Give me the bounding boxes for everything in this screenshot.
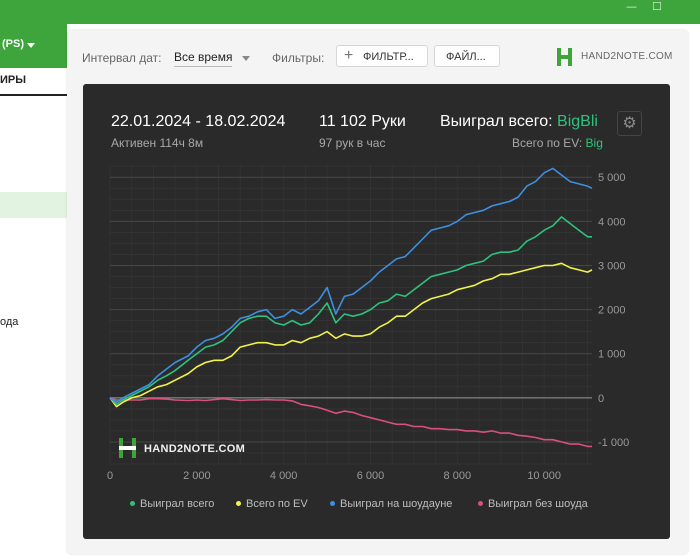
- file-button[interactable]: ФАЙЛ...: [434, 45, 500, 67]
- winnings-chart: 5 000 4 000 3 000 2 000 1 000 0 -1 000 0 2 000 4 …: [107, 164, 629, 482]
- legend-item-nonshowdown[interactable]: Выиграл без шоуда: [478, 498, 588, 510]
- sidebar-item-selected[interactable]: [0, 192, 67, 218]
- legend-dot: [478, 500, 483, 506]
- sidebar: (PS) ИРЫ ода: [0, 24, 67, 558]
- interval-label: Интервал дат:: [82, 51, 162, 65]
- x-tick-label: 10 000: [527, 470, 561, 482]
- legend-item-won[interactable]: Выиграл всего: [130, 498, 214, 510]
- y-tick-label: 1 000: [598, 349, 626, 361]
- room-selector[interactable]: (PS): [0, 24, 67, 68]
- sidebar-item-label[interactable]: ода: [0, 316, 19, 328]
- sidebar-tab[interactable]: ИРЫ: [0, 68, 67, 96]
- ev-value: Big: [585, 136, 603, 150]
- watermark-text: HAND2NOTE.COM: [144, 443, 246, 455]
- legend-label: Выиграл на шоудауне: [340, 498, 453, 510]
- sidebar-tab-label: ИРЫ: [0, 74, 27, 86]
- y-tick-label: 5 000: [598, 172, 626, 184]
- window-titlebar: [0, 0, 700, 24]
- x-tick-label: 4 000: [270, 470, 298, 482]
- won-value: BigBli: [557, 113, 598, 130]
- legend-dot: [130, 500, 135, 506]
- legend-label: Выиграл без шоуда: [488, 498, 588, 510]
- filter-button[interactable]: + ФИЛЬТР...: [336, 45, 428, 67]
- brand-logo: HAND2NOTE.COM: [555, 46, 672, 68]
- file-button-label: ФАЙЛ...: [446, 51, 486, 63]
- h2n-logo-icon: [557, 48, 572, 66]
- y-tick-label: 4 000: [598, 216, 626, 228]
- brand-text: HAND2NOTE.COM: [581, 51, 673, 62]
- x-tick-label: 0: [107, 470, 113, 482]
- legend-item-ev[interactable]: Всего по EV: [236, 498, 308, 510]
- filters-label: Фильтры:: [272, 51, 325, 65]
- series-line-ev: [109, 262, 593, 408]
- chevron-down-icon[interactable]: [242, 56, 250, 61]
- hands-rate: 97 рук в час: [319, 136, 386, 150]
- legend-dot: [330, 500, 335, 506]
- legend-item-showdown[interactable]: Выиграл на шоудауне: [330, 498, 452, 510]
- x-tick-label: 8 000: [444, 470, 472, 482]
- y-tick-label: -1 000: [598, 437, 629, 449]
- active-time: Активен 114ч 8м: [111, 136, 204, 150]
- legend-label: Всего по EV: [246, 498, 308, 510]
- interval-select[interactable]: Все время: [174, 50, 233, 67]
- y-tick-label: 0: [598, 393, 604, 405]
- h2n-logo-icon: [119, 438, 136, 458]
- chevron-down-icon: [27, 43, 35, 48]
- room-label: (PS): [2, 38, 24, 50]
- won-label: Выиграл всего:: [440, 113, 553, 130]
- ev-total: Всего по EV: Big: [512, 136, 605, 150]
- hands-count: 11 102 Руки: [319, 113, 406, 130]
- plus-icon: +: [344, 47, 354, 64]
- y-tick-label: 3 000: [598, 260, 626, 272]
- series-line-nonshowdown: [109, 397, 592, 448]
- watermark: HAND2NOTE.COM: [117, 437, 245, 459]
- ev-label: Всего по EV:: [512, 136, 583, 150]
- filter-button-label: ФИЛЬТР...: [363, 51, 414, 63]
- series-line-won: [109, 216, 592, 406]
- series-line-showdown: [109, 167, 593, 403]
- won-total: Выиграл всего: BigBli: [440, 113, 605, 131]
- legend-label: Выиграл всего: [140, 498, 215, 510]
- x-tick-label: 2 000: [183, 470, 211, 482]
- date-range: 22.01.2024 - 18.02.2024: [111, 113, 286, 130]
- legend-dot: [236, 500, 241, 506]
- y-tick-label: 2 000: [598, 305, 626, 317]
- minimize-icon[interactable]: —: [626, 0, 637, 13]
- x-tick-label: 6 000: [357, 470, 385, 482]
- gear-icon[interactable]: ⚙: [617, 111, 642, 136]
- maximize-icon[interactable]: ☐: [652, 0, 662, 13]
- graph-panel: [83, 84, 670, 539]
